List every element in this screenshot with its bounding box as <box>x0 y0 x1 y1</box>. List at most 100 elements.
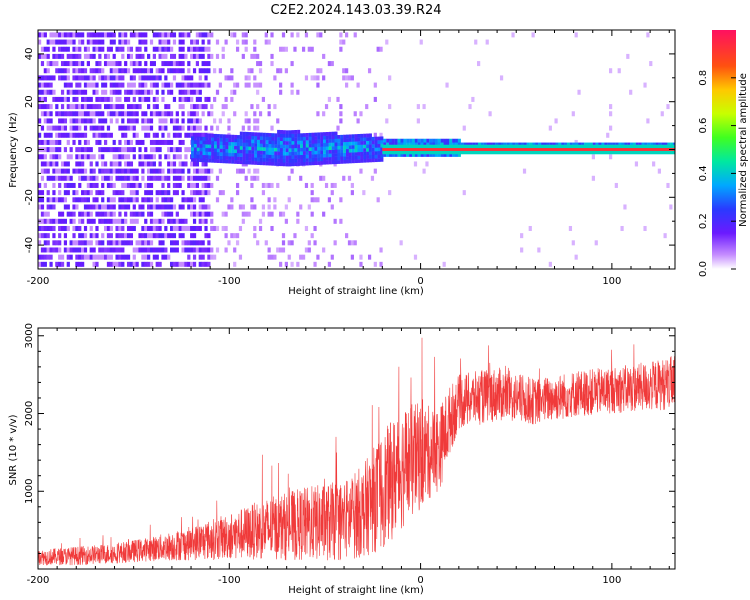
heatmap-cell <box>38 32 42 38</box>
heatmap-cell <box>103 75 108 81</box>
heatmap-cell <box>310 182 314 188</box>
heatmap-cell <box>236 135 240 139</box>
heatmap-cell <box>638 142 642 147</box>
heatmap-cell <box>129 182 134 188</box>
heatmap-cell <box>164 53 168 59</box>
heatmap-cell <box>337 142 341 146</box>
heatmap-cell <box>363 133 367 138</box>
heatmap-cell <box>147 161 151 167</box>
heatmap-cell <box>334 142 338 147</box>
heatmap-cell <box>158 168 162 174</box>
heatmap-cell <box>112 161 116 167</box>
heatmap-cell <box>149 240 154 246</box>
spectrogram-xlabel: Height of straight line (km) <box>288 286 424 297</box>
heatmap-cell <box>244 175 248 181</box>
heatmap-cell <box>118 96 122 102</box>
heatmap-cell <box>357 159 361 163</box>
heatmap-cell <box>397 142 401 147</box>
heatmap-cell <box>78 132 82 138</box>
heatmap-cell <box>294 144 298 149</box>
heatmap-cell <box>75 247 79 253</box>
heatmap-cell <box>371 158 375 163</box>
heatmap-cell <box>307 204 311 210</box>
heatmap-cell <box>129 211 134 217</box>
heatmap-cell <box>192 104 197 110</box>
heatmap-cell <box>235 190 240 196</box>
heatmap-cell <box>178 125 182 131</box>
heatmap-cell <box>149 30 154 31</box>
heatmap-cell <box>89 75 93 81</box>
heatmap-cell <box>55 125 59 131</box>
heatmap-cell <box>60 111 65 117</box>
heatmap-cell <box>63 247 68 253</box>
heatmap-cell <box>258 61 263 67</box>
heatmap-cell <box>423 153 427 157</box>
heatmap-cell <box>101 247 105 253</box>
heatmap-cell <box>323 142 327 147</box>
heatmap-cell <box>225 145 229 150</box>
heatmap-cell <box>211 155 215 160</box>
heatmap-cell <box>49 197 53 203</box>
heatmap-cell <box>83 139 88 145</box>
heatmap-cell <box>169 68 174 74</box>
heatmap-cell <box>250 204 254 210</box>
heatmap-cell <box>192 197 197 203</box>
heatmap-cell <box>106 175 111 181</box>
heatmap-cell <box>66 139 70 145</box>
heatmap-cell <box>178 53 182 59</box>
heatmap-cell <box>251 135 255 140</box>
heatmap-cell <box>167 139 171 145</box>
heatmap-cell <box>360 148 364 153</box>
heatmap-cell <box>210 254 214 260</box>
heatmap-cell <box>190 197 194 203</box>
heatmap-cell <box>277 129 281 134</box>
heatmap-cell <box>449 138 453 143</box>
heatmap-cell <box>144 233 148 239</box>
heatmap-cell <box>291 155 295 160</box>
heatmap-cell <box>282 137 286 142</box>
heatmap-cell <box>290 30 294 31</box>
heatmap-cell <box>58 168 62 174</box>
heatmap-cell <box>440 142 444 147</box>
heatmap-cell <box>208 155 212 159</box>
heatmap-cell <box>115 240 119 246</box>
heatmap-cell <box>233 261 237 267</box>
heatmap-cell <box>285 148 289 153</box>
heatmap-cell <box>320 146 324 151</box>
heatmap-cell <box>208 137 212 142</box>
heatmap-cell <box>187 82 191 88</box>
heatmap-cell <box>541 142 545 147</box>
heatmap-cell <box>103 225 108 231</box>
heatmap-cell <box>254 153 258 158</box>
heatmap-cell <box>526 142 530 147</box>
heatmap-cell <box>181 46 185 52</box>
heatmap-cell <box>219 141 223 146</box>
heatmap-cell <box>169 161 174 167</box>
heatmap-cell <box>520 247 524 253</box>
heatmap-cell <box>422 104 426 110</box>
heatmap-cell <box>222 137 226 142</box>
heatmap-cell <box>195 118 200 124</box>
heatmap-cell <box>294 162 298 167</box>
heatmap-cell <box>83 68 88 74</box>
heatmap-cell <box>277 144 281 149</box>
heatmap-cell <box>267 204 271 210</box>
colorbar-label: Normalized spectral amplitude <box>738 73 749 227</box>
heatmap-cell <box>141 168 145 174</box>
heatmap-cell <box>198 240 202 246</box>
heatmap-cell <box>158 154 162 160</box>
heatmap-cell <box>287 254 291 260</box>
heatmap-cell <box>624 142 628 147</box>
heatmap-cell <box>213 118 217 124</box>
heatmap-cell <box>574 139 578 145</box>
heatmap-cell <box>256 175 260 181</box>
heatmap-cell <box>101 204 105 210</box>
heatmap-cell <box>299 175 303 181</box>
heatmap-cell <box>92 154 96 160</box>
heatmap-cell <box>158 175 162 181</box>
heatmap-cell <box>43 261 47 267</box>
heatmap-cell <box>337 160 341 164</box>
heatmap-cell <box>195 125 200 131</box>
heatmap-cell <box>316 75 320 81</box>
